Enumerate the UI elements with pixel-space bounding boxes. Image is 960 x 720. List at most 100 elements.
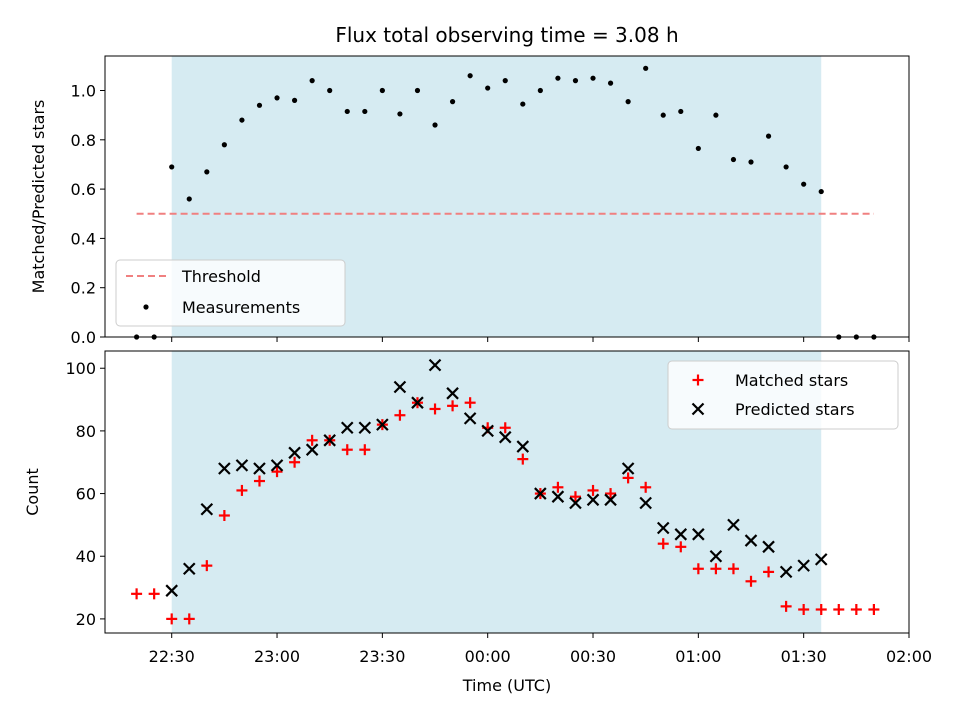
- matched-star-point: [447, 400, 459, 412]
- matched-star-point: [780, 600, 792, 612]
- bottom-plot-frame: [104, 350, 910, 634]
- predicted-star-point: [270, 459, 284, 472]
- x-tick-label: 00:00: [465, 647, 511, 666]
- matched-star-point: [587, 484, 599, 496]
- measurement-point: [397, 111, 403, 117]
- predicted-star-point: [797, 559, 810, 572]
- matched-star-point: [657, 538, 669, 550]
- x-tick-label: 23:30: [359, 647, 405, 666]
- top-y-tick-label: 0.0: [71, 328, 96, 347]
- measurement-point: [678, 108, 684, 115]
- measurement-point: [414, 87, 421, 94]
- predicted-star-point: [165, 584, 178, 597]
- measurement-point: [572, 78, 579, 84]
- predicted-star-point: [288, 446, 301, 460]
- measurement-point: [783, 164, 789, 170]
- predicted-star-point: [235, 459, 249, 472]
- predicted-star-point: [762, 540, 775, 554]
- top-y-ticks: 0.0 0.2 0.4 0.6 0.8 1.0: [71, 82, 105, 347]
- predicted-star-point: [534, 487, 547, 500]
- predicted-star-point: [551, 490, 565, 503]
- measurement-point: [344, 108, 350, 115]
- predicted-stars-points: [165, 358, 828, 597]
- bottom-legend-box: [667, 360, 899, 430]
- predicted-star-point: [569, 496, 582, 510]
- matched-star-point: [710, 563, 722, 575]
- matched-star-point: [552, 481, 564, 493]
- top-chart-title: Flux total observing time = 3.08 h: [335, 23, 678, 47]
- measurement-point: [256, 102, 263, 108]
- measurement-point: [274, 95, 280, 101]
- matched-star-point: [798, 604, 810, 615]
- top-y-tick-label: 0.8: [71, 131, 96, 150]
- matched-star-point: [218, 510, 230, 521]
- matched-star-point: [429, 403, 441, 415]
- measurement-points: [133, 65, 877, 340]
- bottom-y-tick-label: 80: [76, 422, 96, 441]
- matched-star-point: [131, 588, 143, 600]
- bottom-legend: Matched stars Predicted stars: [667, 360, 899, 430]
- bottom-y-ticks: 20 40 60 80 100: [65, 359, 105, 629]
- top-plot-frame: [104, 55, 910, 338]
- predicted-star-point: [182, 562, 196, 576]
- top-panel: 0.0 0.2 0.4 0.6 0.8 1.0 Flux total observing …: [29, 23, 910, 347]
- legend-measurements-swatch: [143, 304, 149, 310]
- top-legend-box: [115, 259, 346, 327]
- top-y-tick-label: 0.4: [71, 229, 96, 248]
- predicted-star-point: [692, 528, 705, 541]
- measurement-point: [713, 112, 719, 118]
- measurement-point: [291, 97, 298, 103]
- top-y-tick-label: 0.6: [71, 180, 96, 199]
- bottom-y-tick-label: 40: [76, 547, 96, 566]
- predicted-star-point: [411, 396, 424, 409]
- measurement-point: [186, 196, 192, 202]
- legend-predicted-label: Predicted stars: [735, 400, 855, 419]
- matched-star-point: [675, 541, 687, 553]
- predicted-star-point: [674, 528, 688, 541]
- matched-star-point: [253, 475, 265, 487]
- top-x-ticks: [171, 337, 910, 342]
- bottom-y-tick-label: 20: [76, 610, 96, 629]
- predicted-star-point: [428, 358, 442, 372]
- measurement-point: [695, 145, 701, 152]
- measurement-point: [169, 164, 175, 170]
- matched-star-point: [763, 566, 775, 578]
- predicted-star-point: [200, 502, 214, 516]
- matched-star-point: [148, 588, 160, 600]
- bottom-y-axis-label: Count: [23, 468, 42, 516]
- matched-star-point: [569, 491, 581, 503]
- predicted-star-point: [376, 418, 389, 431]
- bottom-x-ticks: 22:30 23:00 23:30 00:00 00:30 01:00 01:30 02:00: [149, 633, 932, 666]
- matched-star-point: [868, 604, 880, 615]
- measurement-point: [765, 133, 772, 139]
- predicted-star-point: [481, 424, 494, 438]
- matched-star-point: [306, 434, 318, 446]
- matched-star-point: [622, 472, 634, 484]
- predicted-star-point: [393, 380, 407, 394]
- top-y-tick-label: 0.2: [71, 279, 96, 298]
- matched-star-point: [394, 409, 406, 421]
- top-y-axis-label: Matched/Predicted stars: [29, 100, 48, 294]
- bottom-panel: 20 40 60 80 100 22:30 23:00 23:30 00:00 00:30 01:…: [23, 350, 932, 695]
- matched-star-point: [236, 484, 248, 496]
- measurement-point: [818, 188, 824, 195]
- predicted-star-point: [516, 440, 530, 453]
- matched-star-point: [815, 604, 827, 615]
- measurement-point: [362, 108, 368, 115]
- predicted-star-point: [814, 553, 828, 566]
- matched-star-point: [201, 560, 213, 572]
- matched-star-point: [745, 575, 757, 587]
- measurement-point: [309, 78, 315, 84]
- x-tick-label: 01:00: [675, 647, 721, 666]
- bottom-y-tick-label: 60: [76, 485, 96, 504]
- measurement-point: [485, 85, 491, 91]
- predicted-star-point: [323, 434, 336, 447]
- measurement-point: [449, 99, 456, 105]
- predicted-star-point: [340, 421, 354, 435]
- predicted-star-point: [463, 412, 477, 425]
- legend-predicted-marker: [691, 402, 705, 416]
- measurement-point: [502, 78, 508, 84]
- matched-star-point: [166, 613, 178, 625]
- predicted-star-point: [604, 493, 617, 507]
- matched-star-point: [271, 466, 283, 478]
